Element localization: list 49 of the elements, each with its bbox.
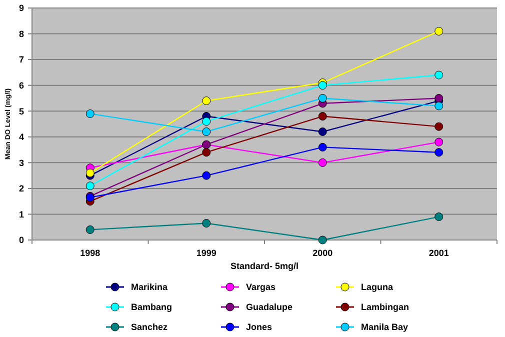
legend-label: Jones [246, 322, 272, 332]
y-tick-label: 5 [18, 106, 24, 116]
y-tick-label: 4 [18, 132, 24, 142]
point [202, 148, 211, 157]
legend-label: Sanchez [131, 322, 168, 332]
y-tick-label: 8 [18, 28, 24, 39]
legend-label: Laguna [361, 282, 394, 292]
point [202, 171, 211, 180]
point [434, 102, 444, 110]
y-tick-label: 3 [18, 158, 24, 168]
y-tick-label: 0 [18, 235, 24, 246]
point [318, 158, 327, 167]
y-tick-label: 1 [18, 209, 24, 220]
point [318, 236, 327, 244]
point [202, 218, 211, 228]
point [86, 182, 94, 190]
point [86, 109, 94, 118]
point [86, 168, 94, 178]
point [318, 127, 327, 136]
legend-label: Manila Bay [361, 322, 408, 332]
point [434, 212, 444, 222]
x-axis-title: Standard- 5mg/l [230, 261, 299, 271]
point [434, 94, 444, 102]
y-tick-label: 2 [18, 184, 24, 194]
y-tick-label: 9 [18, 3, 24, 14]
point [434, 122, 444, 131]
x-tick-label: 1999 [196, 248, 216, 258]
x-tick-label: 1998 [80, 248, 100, 258]
point [318, 142, 327, 152]
legend-label: Lambingan [361, 302, 410, 312]
y-tick-label: 6 [18, 80, 24, 90]
legend-label: Bambang [131, 302, 172, 312]
point [434, 26, 444, 36]
point [202, 127, 211, 136]
x-tick-label: 2000 [312, 248, 333, 258]
legend-label: Vargas [246, 282, 276, 292]
point [434, 148, 444, 157]
legend-label: Marikina [131, 282, 169, 292]
point [202, 96, 211, 106]
point [434, 70, 444, 80]
legend-label: Guadalupe [246, 302, 293, 312]
point [318, 94, 327, 102]
point [318, 112, 327, 121]
point [86, 225, 94, 234]
y-tick-label: 7 [18, 54, 24, 65]
x-tick-label: 2001 [428, 248, 449, 258]
point [318, 81, 327, 90]
point [202, 117, 211, 126]
point [434, 138, 444, 146]
